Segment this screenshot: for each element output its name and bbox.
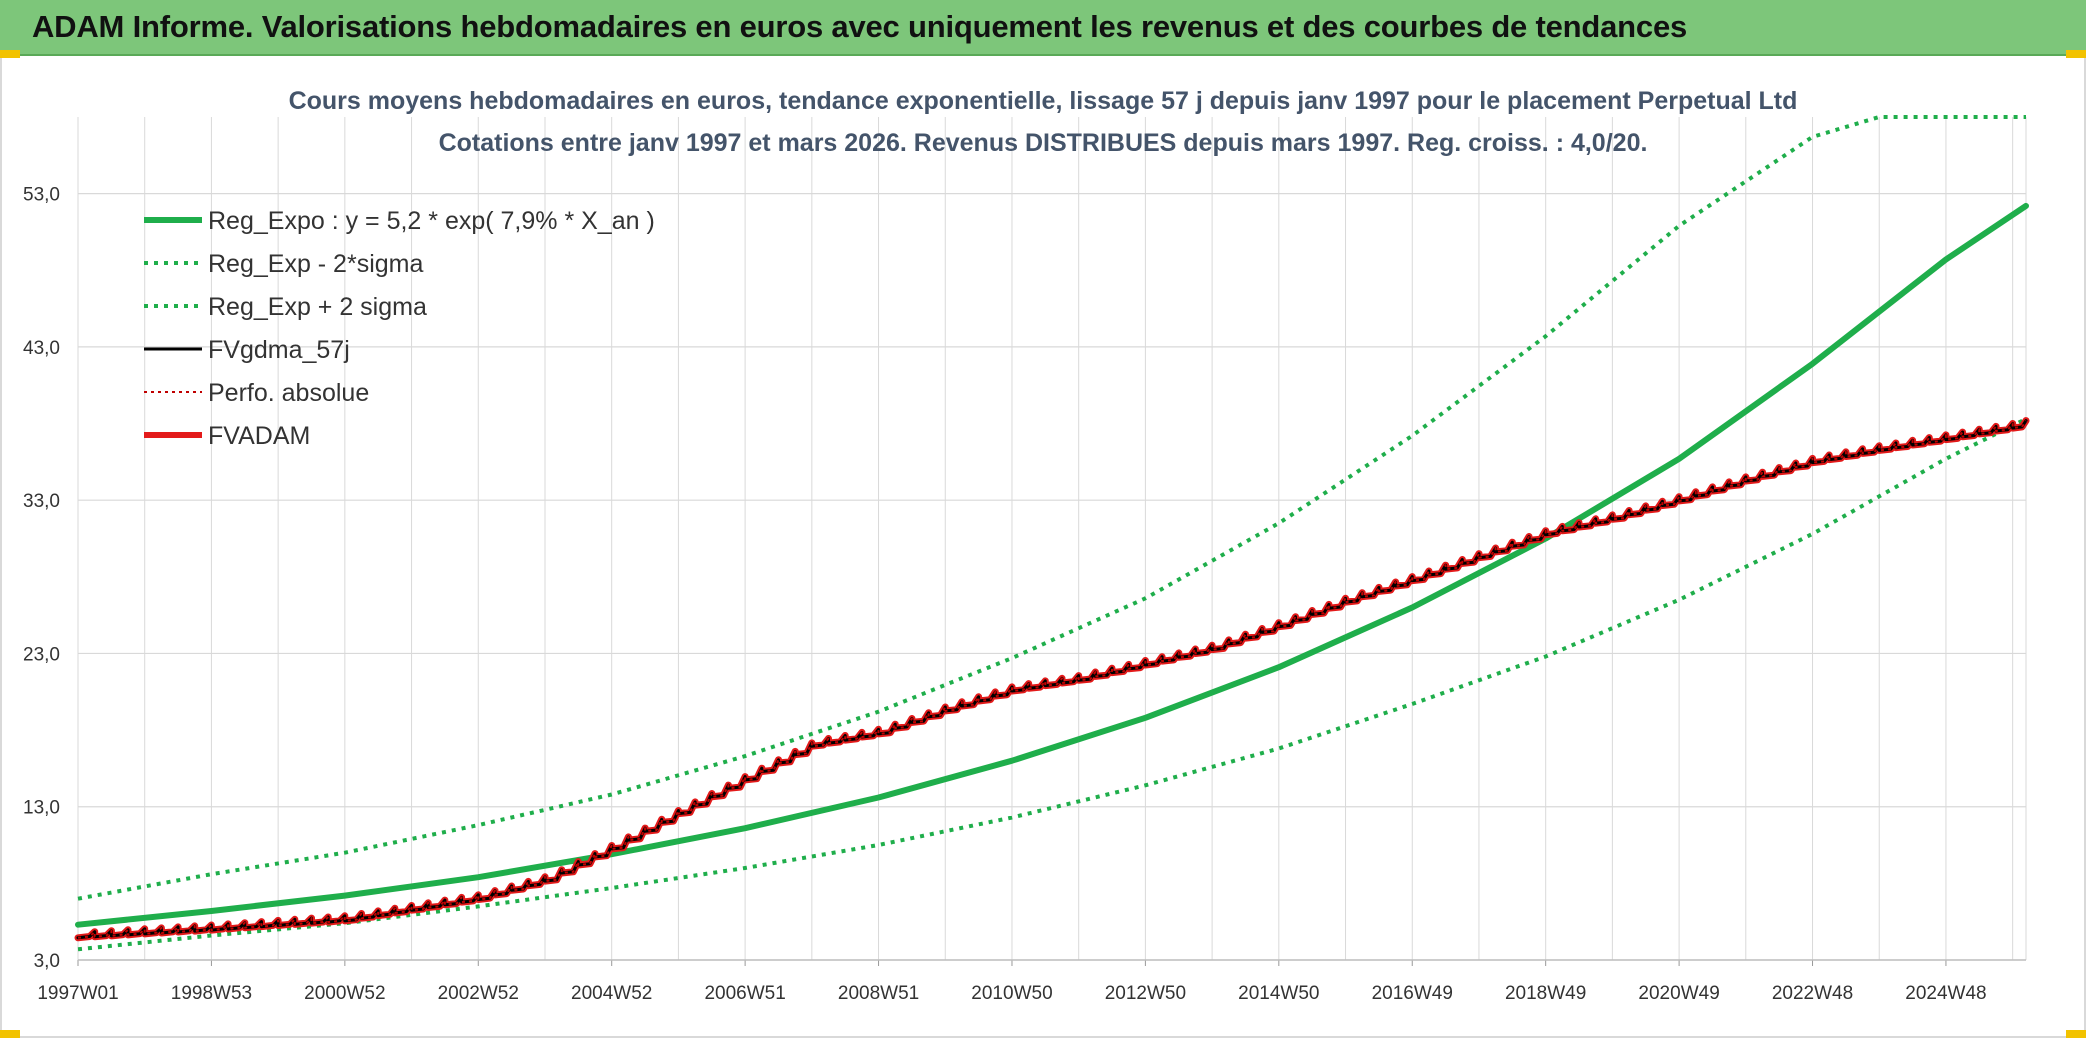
series-line	[75, 202, 2029, 928]
x-tick-label: 2014W50	[1238, 983, 1319, 1004]
x-tick-label: 2018W49	[1505, 983, 1586, 1004]
legend-label: FVADAM	[208, 422, 310, 450]
x-tick-label: 2002W52	[438, 983, 519, 1004]
series-line	[77, 417, 2027, 952]
x-tick-label: 2010W50	[971, 983, 1052, 1004]
x-tick-label: 2020W49	[1638, 983, 1719, 1004]
y-tick-label: 13,0	[23, 798, 60, 819]
legend-label: Reg_Exp - 2*sigma	[208, 250, 423, 278]
x-tick-label: 2022W48	[1772, 983, 1853, 1004]
x-tick-label: 1997W01	[37, 983, 118, 1004]
x-tick-label: 2024W48	[1905, 983, 1986, 1004]
x-tick-label: 1998W53	[171, 983, 252, 1004]
corner-marker	[2066, 1030, 2086, 1038]
x-tick-label: 2006W51	[704, 983, 785, 1004]
corner-marker	[2066, 50, 2086, 58]
x-tick-label: 2012W50	[1105, 983, 1186, 1004]
legend-label: Reg_Exp + 2 sigma	[208, 293, 427, 321]
legend-label: Perfo. absolue	[208, 379, 369, 407]
legend-label: Reg_Expo : y = 5,2 * exp( 7,9% * X_an )	[208, 207, 655, 235]
series-line	[76, 419, 2028, 940]
corner-marker	[0, 50, 20, 58]
legend-label: FVgdma_57j	[208, 336, 350, 364]
legend: Reg_Expo : y = 5,2 * exp( 7,9% * X_an ) R…	[144, 207, 655, 450]
x-tick-label: 2008W51	[838, 983, 919, 1004]
y-tick-label: 43,0	[23, 338, 60, 359]
series-line	[77, 420, 2027, 939]
y-tick-label: 3,0	[34, 951, 60, 972]
x-tick-label: 2016W49	[1372, 983, 1453, 1004]
chart-subtitle: Cotations entre janv 1997 et mars 2026. …	[439, 129, 1648, 157]
y-tick-label: 23,0	[23, 644, 60, 665]
report-title: ADAM Informe. Valorisations hebdomadaire…	[32, 9, 1688, 44]
chart-title: Cours moyens hebdomadaires en euros, ten…	[289, 87, 1798, 115]
axes: 3,0 13,0 23,0 33,0 43,0 53,0 1997W01 1998W53 200…	[23, 185, 2026, 1004]
grid-lines	[77, 117, 2027, 961]
y-tick-label: 33,0	[23, 491, 60, 512]
corner-marker	[0, 1030, 20, 1038]
y-tick-label: 53,0	[23, 185, 60, 206]
series-layer	[74, 115, 2030, 952]
x-tick-label: 2004W52	[571, 983, 652, 1004]
series-line	[74, 417, 2030, 942]
series-line	[77, 115, 2026, 901]
x-tick-label: 2000W52	[304, 983, 385, 1004]
report-banner: ADAM Informe. Valorisations hebdomadaire…	[0, 0, 2086, 56]
